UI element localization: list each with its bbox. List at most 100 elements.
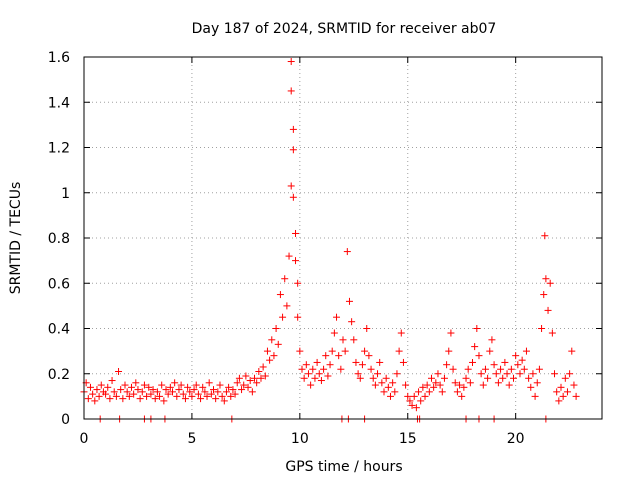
data-point <box>501 358 509 366</box>
y-tick-label: 1.6 <box>48 50 70 66</box>
data-point <box>430 383 438 391</box>
data-point <box>369 374 377 382</box>
data-point <box>449 365 457 373</box>
data-point <box>222 388 230 396</box>
data-point <box>335 352 343 360</box>
data-point <box>238 386 246 394</box>
data-point <box>391 388 399 396</box>
data-point <box>279 313 287 321</box>
data-point <box>214 388 222 396</box>
data-point <box>287 58 295 66</box>
data-point <box>294 279 302 287</box>
data-point <box>358 361 366 369</box>
data-point <box>542 275 550 283</box>
data-point <box>294 313 302 321</box>
data-point <box>173 392 181 400</box>
data-point <box>397 329 405 337</box>
data-point <box>287 182 295 190</box>
data-point <box>115 367 123 375</box>
data-point <box>503 370 511 378</box>
data-point <box>227 392 235 400</box>
data-point <box>147 390 155 398</box>
data-point <box>240 381 248 389</box>
data-point <box>348 318 356 326</box>
data-point <box>158 381 166 389</box>
data-point <box>164 390 172 398</box>
data-point <box>268 336 276 344</box>
data-point <box>546 279 554 287</box>
data-point <box>384 383 392 391</box>
data-point <box>451 379 459 387</box>
data-point <box>436 381 444 389</box>
data-point <box>525 374 533 382</box>
data-point <box>343 248 351 256</box>
y-tick-label: 1.4 <box>48 95 70 111</box>
data-point <box>376 358 384 366</box>
data-point <box>143 392 151 400</box>
data-point <box>434 370 442 378</box>
data-point <box>445 347 453 355</box>
data-point <box>341 347 349 355</box>
data-point <box>281 275 289 283</box>
data-point <box>553 388 561 396</box>
data-point <box>93 386 101 394</box>
data-point <box>289 146 297 154</box>
data-point <box>533 379 541 387</box>
data-point <box>212 395 220 403</box>
data-point <box>481 365 489 373</box>
data-point <box>408 401 416 409</box>
data-point <box>171 379 179 387</box>
data-point <box>97 381 105 389</box>
data-point <box>292 229 300 237</box>
data-point <box>274 340 282 348</box>
data-point <box>432 379 440 387</box>
y-tick-label: 0.2 <box>48 367 70 383</box>
data-point <box>365 352 373 360</box>
data-point <box>91 397 99 405</box>
data-point <box>84 395 92 403</box>
plot-frame <box>83 56 603 420</box>
data-point <box>527 383 535 391</box>
data-point <box>225 383 233 391</box>
data-point <box>153 388 161 396</box>
data-point <box>203 392 211 400</box>
data-point <box>266 356 274 364</box>
data-point <box>235 374 243 382</box>
data-point <box>477 370 485 378</box>
data-point <box>112 392 120 400</box>
data-point <box>304 370 312 378</box>
data-point <box>102 390 110 398</box>
data-point <box>117 386 125 394</box>
data-point <box>168 388 176 396</box>
data-point <box>339 336 347 344</box>
data-point <box>548 329 556 337</box>
data-point <box>540 291 548 299</box>
data-point <box>337 365 345 373</box>
data-point <box>188 392 196 400</box>
data-point <box>367 365 375 373</box>
data-point <box>427 374 435 382</box>
data-point <box>149 386 157 394</box>
data-point <box>177 381 185 389</box>
data-point <box>566 370 574 378</box>
data-point <box>121 381 129 389</box>
y-tick-label: 0.4 <box>48 322 70 338</box>
data-point <box>86 383 94 391</box>
chart-title: Day 187 of 2024, SRMTID for receiver ab0… <box>192 21 497 37</box>
data-point <box>276 291 284 299</box>
data-point <box>471 343 479 351</box>
data-point <box>166 383 174 391</box>
data-point <box>486 347 494 355</box>
data-point <box>512 352 520 360</box>
data-point <box>205 379 213 387</box>
data-point <box>253 379 261 387</box>
data-point <box>162 386 170 394</box>
data-point <box>300 374 308 382</box>
data-point <box>479 381 487 389</box>
data-point <box>568 347 576 355</box>
data-point <box>551 370 559 378</box>
data-point <box>270 352 278 360</box>
data-point <box>317 377 325 385</box>
data-point <box>289 193 297 201</box>
